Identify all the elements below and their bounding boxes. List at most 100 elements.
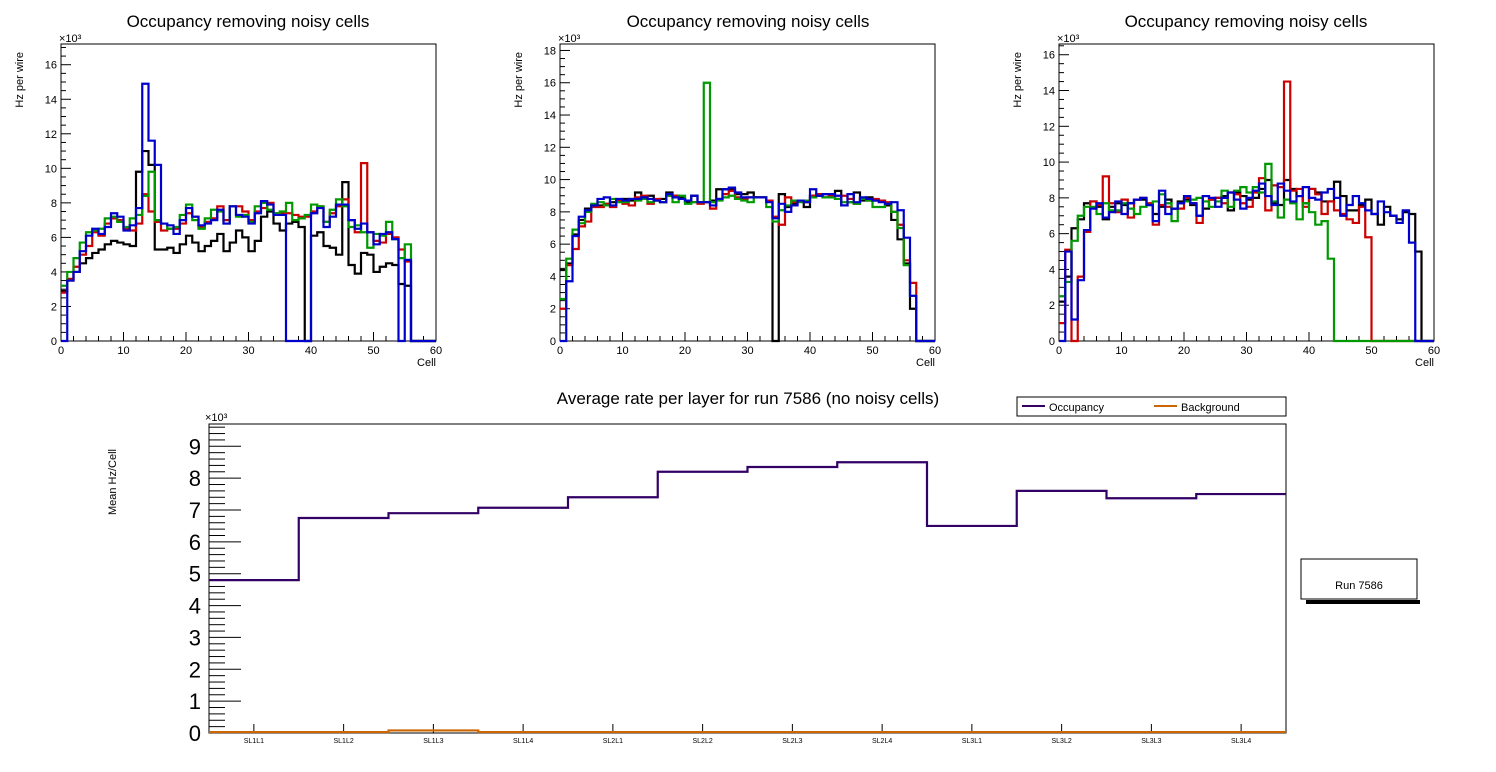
- x-category-label: SL2L4: [872, 738, 892, 745]
- x-tick-label: 60: [430, 345, 442, 357]
- y-tick-label: 0: [1049, 336, 1055, 348]
- x-tick-label: 20: [180, 345, 192, 357]
- series-line-layer4: [1059, 182, 1434, 343]
- y-multiplier: ×10³: [558, 33, 581, 45]
- x-category-label: SL3L2: [1052, 738, 1072, 745]
- x-tick-label: 0: [557, 345, 563, 357]
- annotation-text: Run 7586: [1335, 580, 1383, 592]
- x-tick-label: 60: [1428, 345, 1440, 357]
- y-tick-label: 6: [1049, 229, 1055, 241]
- layer-rate-panel: Average rate per layer for run 7586 (no …: [107, 389, 1420, 746]
- legend: Occupancy Background: [1016, 396, 1287, 417]
- plot-frame: [60, 43, 437, 342]
- y-tick-label: 6: [51, 232, 57, 244]
- histogram-panel-2: Occupancy removing noisy cells 0 2 4 6 8 10 12 1…: [513, 12, 941, 369]
- y-tick-label: 4: [189, 594, 201, 619]
- y-tick-label: 9: [189, 434, 201, 459]
- chart-title: Occupancy removing noisy cells: [1125, 12, 1368, 31]
- x-axis-title: Cell: [916, 357, 935, 369]
- y-tick-label: 12: [544, 142, 556, 154]
- x-tick-label: 30: [1240, 345, 1252, 357]
- y-tick-label: 10: [544, 175, 556, 187]
- x-category-label: SL1L4: [513, 738, 533, 745]
- x-tick-label: 0: [1056, 345, 1062, 357]
- chart-title: Occupancy removing noisy cells: [627, 12, 870, 31]
- y-tick-label: 5: [189, 562, 201, 587]
- y-tick-label: 18: [544, 45, 556, 57]
- legend-label-background: Background: [1181, 402, 1240, 414]
- y-tick-label: 0: [550, 336, 556, 348]
- y-tick-label: 4: [51, 267, 57, 279]
- series-line-layer3: [61, 170, 436, 343]
- y-tick-label: 0: [51, 336, 57, 348]
- x-tick-label: 20: [1178, 345, 1190, 357]
- histogram-panel-3: Occupancy removing noisy cells 0 2 4 6 8 10 12 1…: [1012, 12, 1440, 369]
- y-multiplier: ×10³: [205, 412, 228, 424]
- y-tick-label: 0: [189, 721, 201, 746]
- y-tick-label: 12: [1043, 121, 1055, 133]
- x-category-label: SL3L1: [962, 738, 982, 745]
- x-category-label: SL2L3: [782, 738, 802, 745]
- x-tick-label: 30: [741, 345, 753, 357]
- series-line-occupancy: [209, 461, 1286, 582]
- x-tick-label: 0: [58, 345, 64, 357]
- series-line-background: [209, 729, 1286, 734]
- series-line-layer3: [1059, 162, 1434, 343]
- x-tick-label: 50: [866, 345, 878, 357]
- x-axis-title: Cell: [1415, 357, 1434, 369]
- y-tick-label: 8: [51, 198, 57, 210]
- x-tick-label: 10: [117, 345, 129, 357]
- x-tick-label: 10: [616, 345, 628, 357]
- x-tick-label: 50: [1365, 345, 1377, 357]
- y-multiplier: ×10³: [1057, 33, 1080, 45]
- y-tick-label: 8: [550, 207, 556, 219]
- y-tick-label: 4: [1049, 264, 1055, 276]
- y-tick-label: 2: [1049, 300, 1055, 312]
- x-category-label: SL1L1: [244, 738, 264, 745]
- x-tick-label: 10: [1115, 345, 1127, 357]
- y-tick-label: 6: [189, 530, 201, 555]
- y-axis-title: Hz per wire: [14, 52, 26, 108]
- y-tick-label: 14: [544, 110, 556, 122]
- series-line-layer2: [560, 189, 935, 343]
- legend-box: [1016, 396, 1287, 417]
- chart-title: Average rate per layer for run 7586 (no …: [557, 389, 939, 408]
- y-tick-label: 2: [550, 304, 556, 316]
- x-category-label: SL3L4: [1231, 738, 1251, 745]
- y-tick-label: 4: [550, 271, 556, 283]
- y-axis-title: Hz per wire: [1012, 52, 1024, 108]
- y-axis-title: Mean Hz/Cell: [107, 449, 119, 515]
- annotation-box: [1300, 558, 1418, 600]
- y-tick-label: 1: [189, 689, 201, 714]
- y-tick-label: 10: [45, 163, 57, 175]
- run-annotation: Run 7586: [1300, 558, 1420, 604]
- y-tick-label: 16: [1043, 50, 1055, 62]
- x-tick-label: 40: [804, 345, 816, 357]
- chart-title: Occupancy removing noisy cells: [127, 12, 370, 31]
- y-tick-label: 10: [1043, 157, 1055, 169]
- x-category-label: SL3L3: [1141, 738, 1161, 745]
- x-category-label: SL2L1: [603, 738, 623, 745]
- series-line-layer2: [61, 162, 436, 343]
- y-tick-label: 8: [189, 466, 201, 491]
- annotation-shadow: [1306, 600, 1420, 604]
- histogram-panel-1: Occupancy removing noisy cells 0 2 4 6 8 10 12 1…: [14, 12, 442, 369]
- y-tick-label: 6: [550, 239, 556, 251]
- x-tick-label: 20: [679, 345, 691, 357]
- y-tick-label: 2: [51, 301, 57, 313]
- x-tick-label: 60: [929, 345, 941, 357]
- y-tick-label: 16: [544, 78, 556, 90]
- series-line-layer4: [560, 186, 935, 343]
- x-category-label: SL1L3: [423, 738, 443, 745]
- y-tick-label: 16: [45, 60, 57, 72]
- y-tick-label: 7: [189, 498, 201, 523]
- x-tick-label: 30: [242, 345, 254, 357]
- legend-label-occupancy: Occupancy: [1049, 402, 1105, 414]
- x-tick-label: 40: [305, 345, 317, 357]
- y-multiplier: ×10³: [59, 33, 82, 45]
- x-tick-label: 40: [1303, 345, 1315, 357]
- x-category-label: SL1L2: [334, 738, 354, 745]
- y-tick-label: 12: [45, 129, 57, 141]
- y-tick-label: 8: [1049, 193, 1055, 205]
